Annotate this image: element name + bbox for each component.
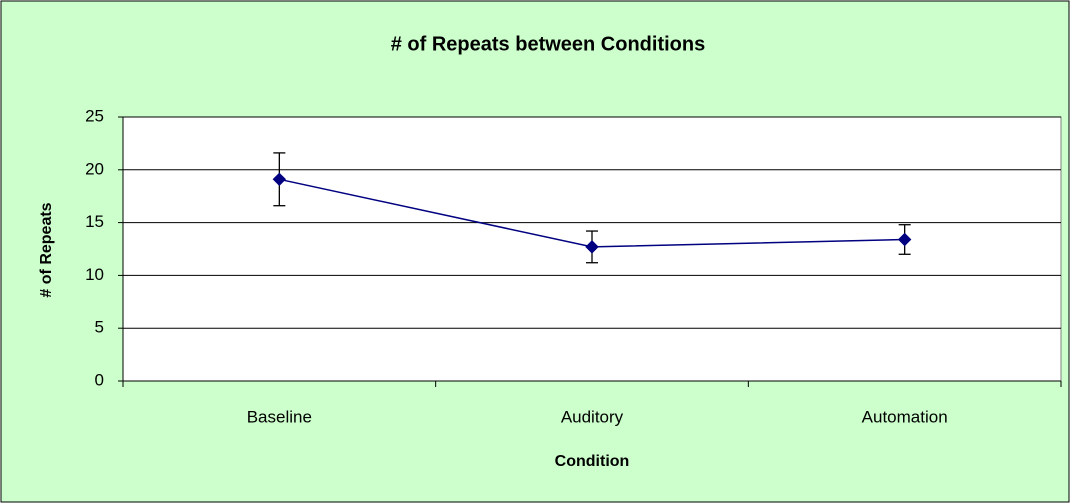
point-marker <box>585 240 599 254</box>
y-tick-label: 5 <box>95 318 104 337</box>
x-tick-label: Baseline <box>247 407 312 426</box>
y-tick-label: 15 <box>85 212 104 231</box>
chart-title: # of Repeats between Conditions <box>391 33 705 55</box>
point-marker <box>897 232 912 247</box>
x-axis-label: Condition <box>555 453 630 470</box>
x-tick-label: Automation <box>862 407 948 426</box>
y-tick-label: 20 <box>85 159 104 178</box>
y-tick-label: 25 <box>85 106 104 125</box>
point-marker <box>272 172 287 187</box>
y-tick-label: 0 <box>95 370 104 389</box>
y-axis-label: # of Repeats <box>38 202 55 297</box>
y-tick-label: 10 <box>85 265 104 284</box>
x-tick-label: Auditory <box>561 407 624 426</box>
